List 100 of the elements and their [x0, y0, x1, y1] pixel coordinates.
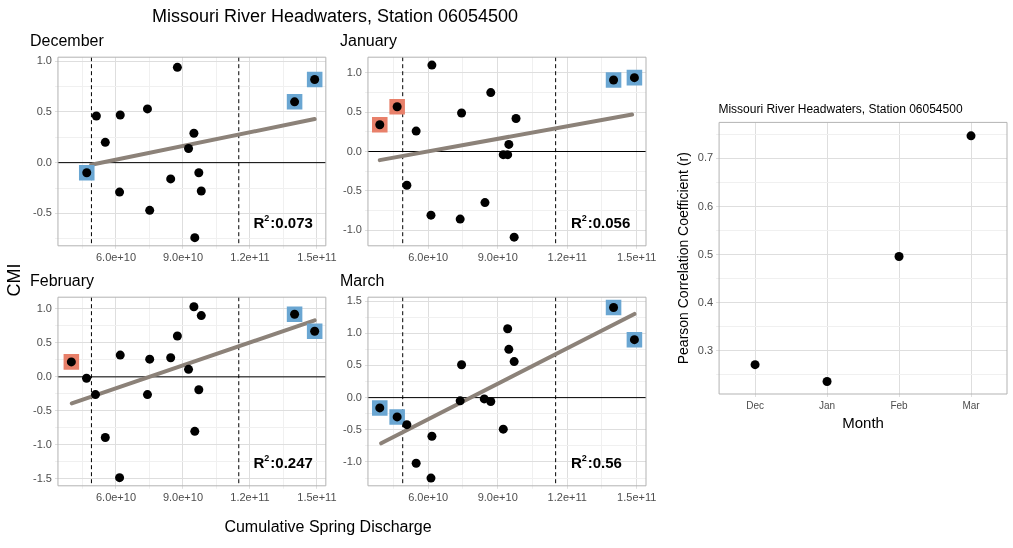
point — [115, 187, 125, 197]
point — [190, 233, 200, 243]
x-tick-label: 1.2e+11 — [547, 251, 587, 264]
point — [100, 137, 110, 147]
x-axis-title: Month — [842, 414, 884, 432]
y-tick-label: 0.4 — [697, 295, 714, 308]
point — [411, 458, 421, 468]
point — [142, 390, 152, 400]
y-tick-label: 0.5 — [36, 104, 52, 117]
chart-title: February — [30, 272, 95, 290]
point — [457, 108, 467, 118]
x-tick-label: Dec — [746, 399, 764, 411]
point — [411, 126, 421, 136]
point — [190, 426, 200, 436]
x-tick-label: 1.5e+11 — [617, 491, 657, 504]
x-tick-label: 6.0e+10 — [408, 491, 449, 504]
x-tick-label: 9.0e+10 — [477, 491, 518, 504]
chart-title: March — [340, 272, 385, 290]
y-tick-label: 0.5 — [346, 358, 362, 371]
point — [511, 114, 521, 123]
point — [172, 331, 182, 341]
point — [486, 396, 496, 406]
point — [504, 344, 514, 354]
point — [91, 111, 101, 121]
point — [457, 360, 467, 370]
x-tick-label: Feb — [890, 399, 909, 411]
point — [498, 424, 508, 434]
point — [194, 385, 204, 395]
x-tick-label: 9.0e+10 — [162, 251, 204, 264]
y-tick-label: 0.3 — [697, 343, 714, 356]
point — [90, 390, 100, 400]
point — [115, 110, 125, 120]
y-tick-label: -0.5 — [342, 183, 362, 196]
point — [427, 431, 437, 441]
point — [509, 232, 519, 242]
x-tick-label: Mar — [962, 399, 981, 411]
point — [455, 214, 465, 224]
point — [480, 198, 490, 208]
point — [196, 311, 206, 321]
y-tick-label: 1.0 — [346, 326, 362, 339]
point — [196, 186, 206, 196]
chart-title: Missouri River Headwaters, Station 06054500 — [151, 6, 519, 27]
point — [145, 354, 155, 364]
y-tick-label: 0.0 — [346, 144, 362, 157]
point — [486, 88, 496, 98]
point — [426, 473, 436, 483]
point — [145, 205, 155, 215]
x-tick-label: 6.0e+10 — [408, 251, 449, 264]
y-tick-label: 1.0 — [36, 54, 52, 67]
chart-title: January — [340, 32, 397, 50]
point — [166, 174, 176, 184]
point — [894, 252, 904, 262]
point — [189, 128, 199, 138]
point — [750, 360, 760, 370]
point — [402, 420, 412, 430]
point — [966, 131, 976, 141]
point — [426, 210, 436, 220]
point — [503, 324, 513, 334]
chart-title: Missouri River Headwaters, Station 06054500 — [718, 101, 963, 116]
point — [100, 432, 110, 442]
x-tick-label: Jan — [818, 399, 836, 411]
y-tick-label: 0.7 — [697, 151, 714, 164]
point — [172, 62, 182, 72]
x-tick-label: 9.0e+10 — [162, 491, 204, 504]
y-axis-title: CMI — [3, 263, 25, 297]
x-tick-label: 9.0e+10 — [477, 251, 518, 264]
y-axis-title: Pearson Correlation Coefficient (r) — [675, 152, 692, 365]
point — [166, 353, 176, 363]
x-axis-title: Cumulative Spring Discharge — [224, 518, 432, 536]
x-tick-label: 1.5e+11 — [617, 251, 657, 264]
y-tick-label: 1.0 — [346, 65, 362, 78]
x-tick-label: 1.2e+11 — [230, 251, 270, 264]
x-tick-label: 1.5e+11 — [297, 491, 337, 504]
point — [455, 396, 465, 406]
point — [82, 373, 92, 383]
point — [189, 302, 199, 312]
point — [115, 473, 125, 483]
point — [504, 139, 514, 149]
y-tick-label: 0.0 — [36, 369, 52, 382]
y-tick-label: 1.5 — [346, 294, 362, 307]
y-tick-label: -1.0 — [342, 455, 362, 468]
x-tick-label: 6.0e+10 — [95, 491, 137, 504]
y-tick-label: -0.5 — [32, 206, 52, 219]
y-tick-label: -0.5 — [32, 403, 52, 416]
y-tick-label: -1.0 — [32, 437, 52, 450]
y-tick-label: 0.5 — [697, 247, 714, 260]
point — [427, 60, 437, 70]
point — [194, 168, 204, 178]
y-tick-label: -1.5 — [32, 472, 52, 485]
point — [184, 364, 194, 374]
y-tick-label: -0.5 — [342, 422, 362, 435]
y-tick-label: 0.0 — [36, 155, 52, 168]
point — [142, 104, 152, 114]
point — [184, 143, 194, 153]
y-tick-label: 0.6 — [697, 199, 714, 212]
point — [115, 350, 125, 360]
chart-subtitle: December — [30, 32, 105, 50]
y-tick-label: -1.0 — [342, 223, 362, 236]
y-tick-label: 0.0 — [346, 390, 362, 403]
y-tick-label: 0.5 — [36, 335, 52, 348]
